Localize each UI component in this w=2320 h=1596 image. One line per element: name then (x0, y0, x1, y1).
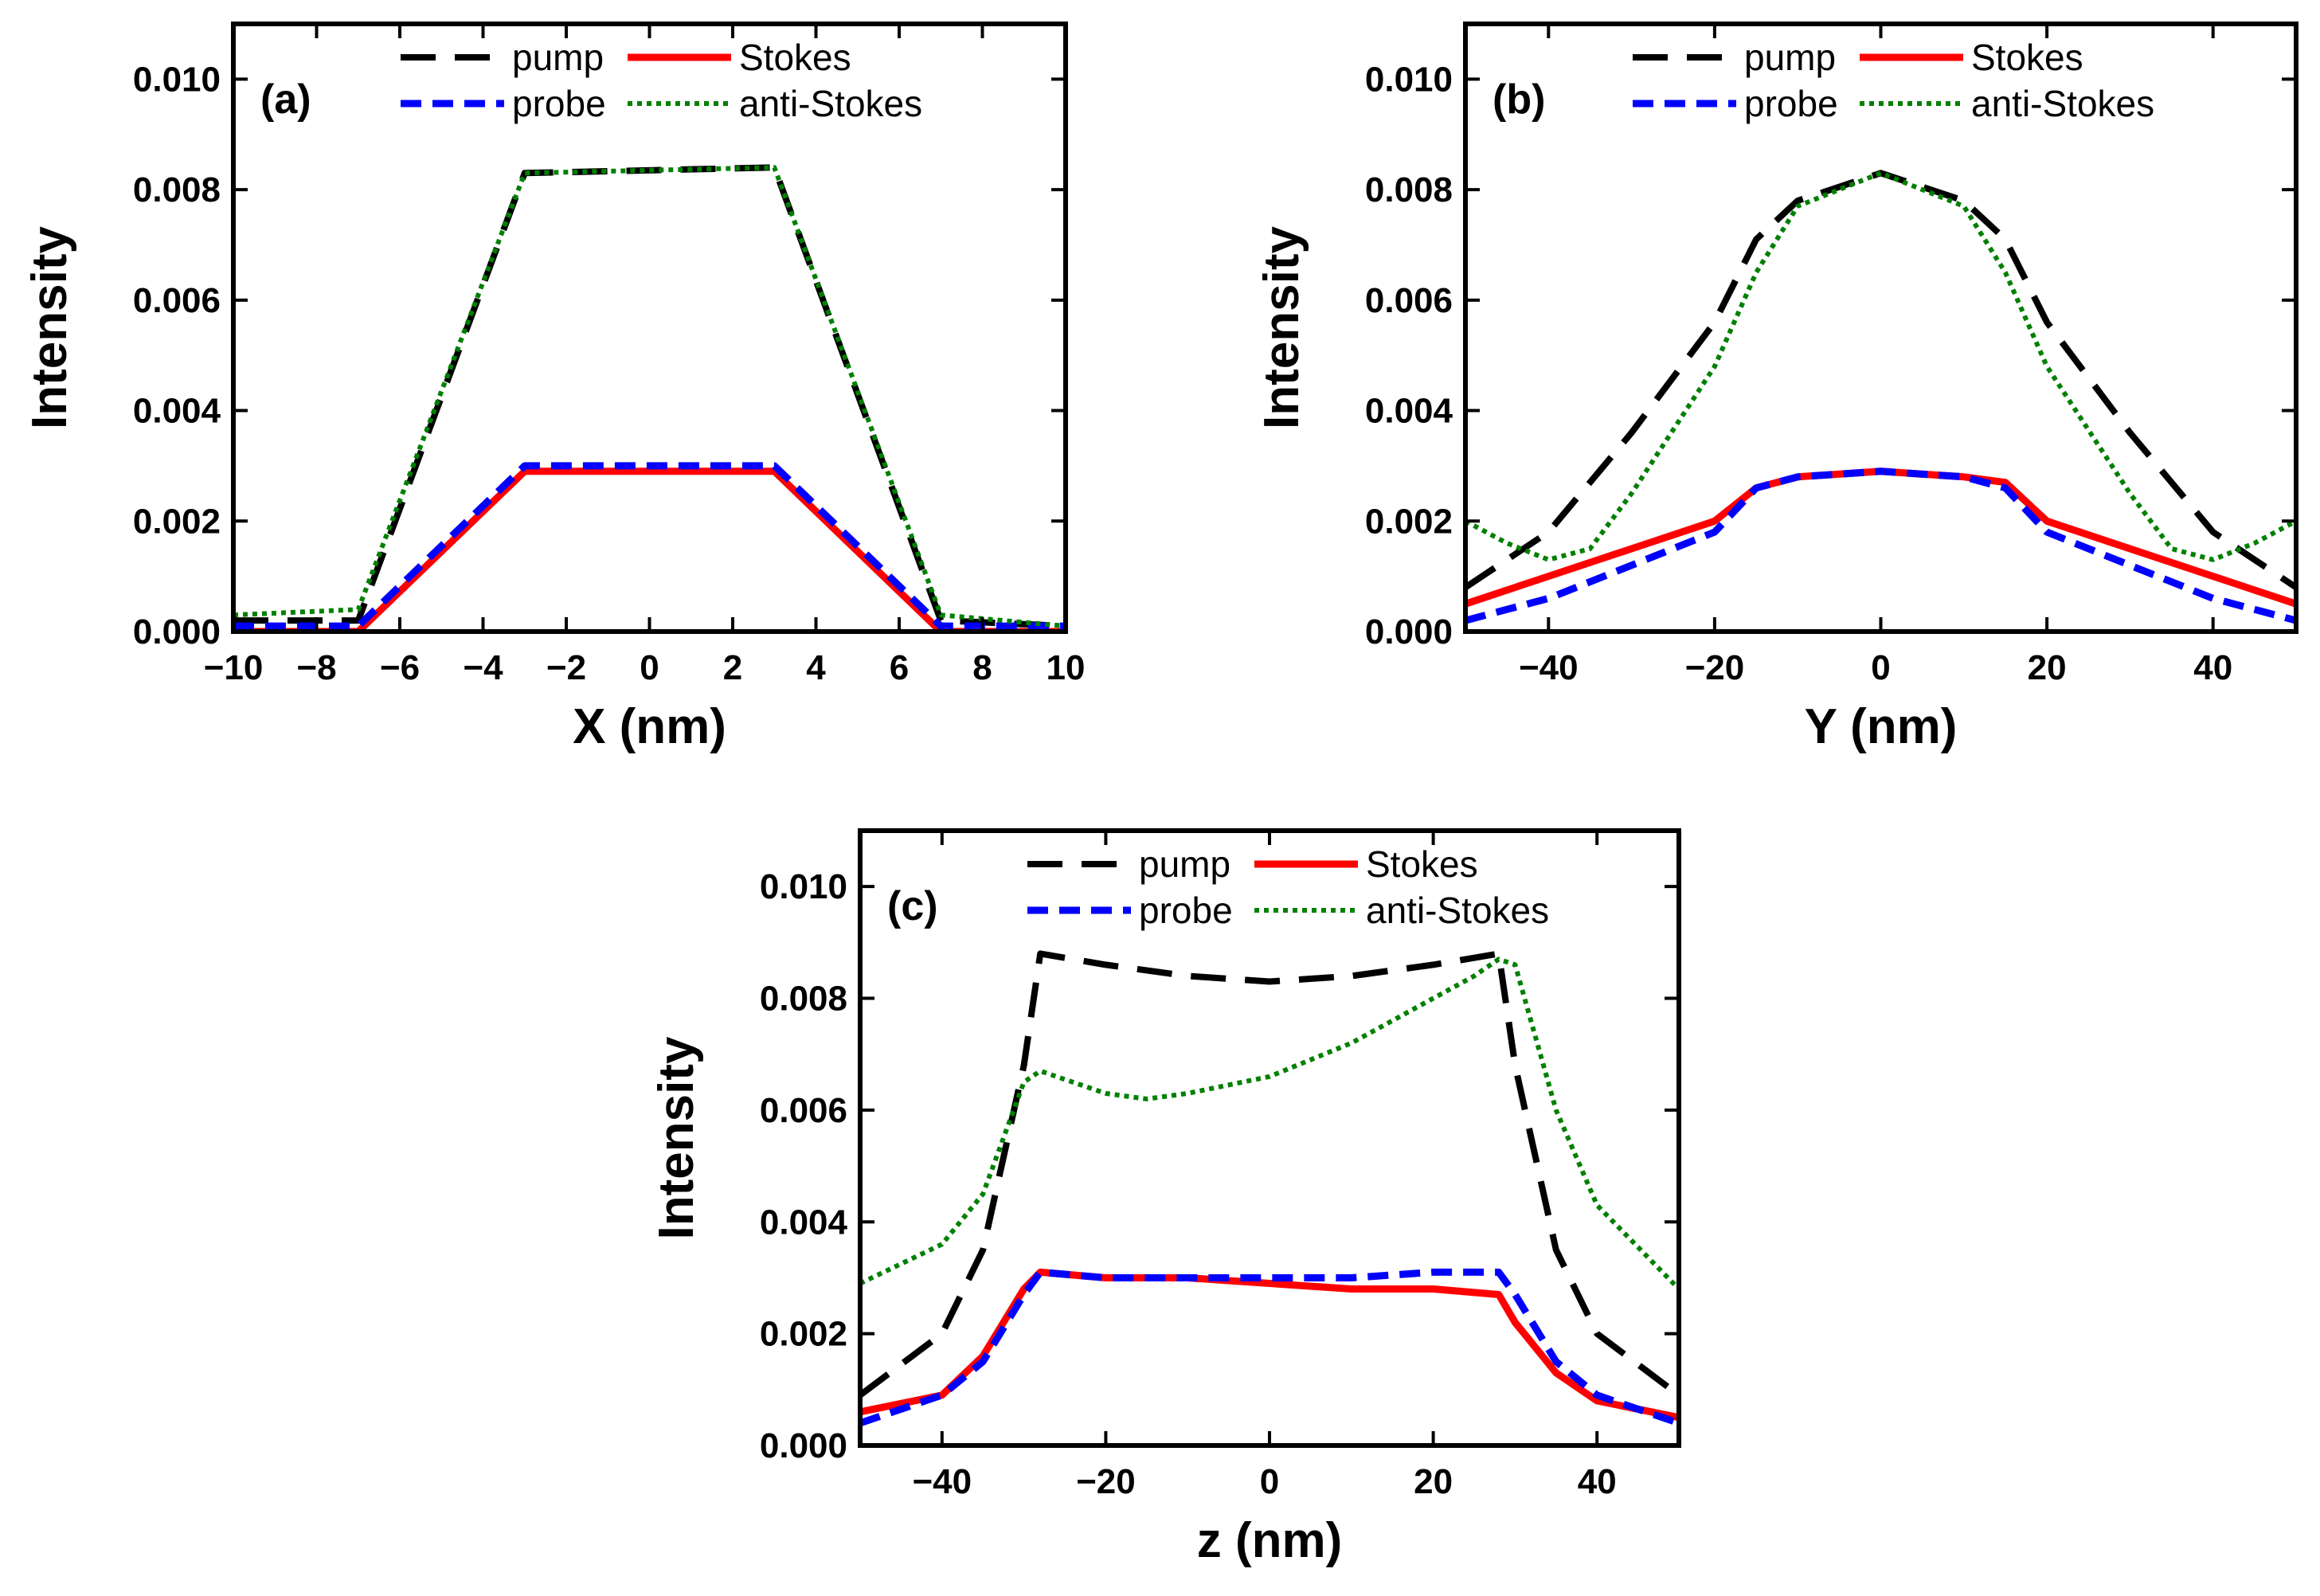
y-axis-label: Intensity (22, 226, 77, 429)
legend-label-probe: probe (512, 83, 606, 124)
panel-label: (c) (887, 883, 938, 929)
x-tick-label: −20 (1685, 648, 1745, 687)
x-tick-label: −2 (546, 648, 586, 687)
y-tick-label: 0.008 (760, 980, 847, 1019)
panel-label: (a) (260, 76, 311, 123)
y-axis-label: Intensity (649, 1036, 704, 1239)
y-tick-label: 0.000 (1365, 612, 1453, 651)
x-tick-label: −20 (1076, 1462, 1136, 1501)
x-tick-label: 6 (890, 648, 909, 687)
y-tick-label: 0.004 (133, 392, 221, 431)
series-line-pump (860, 950, 1679, 1398)
series-line-anti-stokes (860, 956, 1679, 1291)
series-line-pump (233, 164, 1066, 630)
series-group (860, 950, 1679, 1427)
legend-label-pump: pump (512, 37, 604, 78)
series-line-anti-stokes (1465, 170, 2296, 562)
plot-frame (1463, 22, 2298, 634)
y-tick-label: 0.006 (1365, 281, 1453, 320)
y-tick-label: 0.008 (133, 170, 221, 209)
legend: pump Stokes probe anti-Stokes (1027, 843, 1549, 931)
series-line-probe (860, 1268, 1679, 1427)
y-tick-label: 0.004 (760, 1203, 848, 1242)
series-line-stokes (860, 1268, 1679, 1422)
x-tick-label: −40 (912, 1462, 972, 1501)
x-tick-label: 40 (2193, 648, 2232, 687)
series-group (1465, 170, 2296, 624)
series-line-pump (1465, 170, 2296, 590)
y-tick-label: 0.008 (1365, 170, 1453, 209)
y-tick-label: 0.010 (133, 60, 221, 99)
x-axis-label: z (nm) (1197, 1513, 1343, 1568)
x-tick-label: 4 (806, 648, 826, 687)
y-tick-label: 0.000 (133, 612, 221, 651)
plot-frame (231, 22, 1068, 634)
legend-label-probe: probe (1744, 83, 1838, 124)
x-tick-label: 0 (1260, 1462, 1279, 1501)
panel-a: −10 −8 −6 −4 −2 0 2 4 6 8 10 0.000 0.002 0.004 0.006 0.… (22, 22, 1086, 754)
x-axis-label: X (nm) (573, 699, 726, 754)
x-tick-label: 8 (972, 648, 992, 687)
panel-b: −40 −20 0 20 40 0.000 0.002 0.004 0.006 0.008 0.01… (1254, 22, 2298, 754)
x-axis-label: Y (nm) (1805, 699, 1958, 754)
panel-c: −40 −20 0 20 40 0.000 0.002 0.004 0.006 0.008 0.01… (649, 828, 1681, 1568)
x-tick-label: 2 (723, 648, 742, 687)
x-tick-label: 10 (1047, 648, 1086, 687)
series-group (233, 164, 1066, 632)
legend-label-stokes: Stokes (739, 37, 851, 78)
x-tick-label: 20 (2028, 648, 2067, 687)
legend-label-pump: pump (1744, 37, 1836, 78)
y-tick-label: 0.010 (760, 867, 847, 906)
legend-label-stokes: Stokes (1971, 37, 2083, 78)
y-tick-label: 0.004 (1365, 392, 1453, 431)
legend-label-anti-stokes: anti-Stokes (739, 83, 922, 124)
series-line-probe (233, 462, 1066, 630)
legend-label-stokes: Stokes (1366, 843, 1478, 885)
legend-label-probe: probe (1139, 890, 1233, 931)
series-line-stokes (233, 467, 1066, 632)
x-tick-label: 20 (1414, 1462, 1453, 1501)
y-tick-label: 0.010 (1365, 60, 1453, 99)
y-tick-label: 0.002 (1365, 502, 1453, 541)
x-tick-label: −6 (380, 648, 420, 687)
legend: pump Stokes probe anti-Stokes (1633, 37, 2154, 124)
series-line-probe (1465, 467, 2296, 624)
legend-label-pump: pump (1139, 843, 1230, 885)
x-tick-label: 0 (640, 648, 659, 687)
y-tick-label: 0.006 (133, 281, 221, 320)
x-tick-label: −40 (1519, 648, 1579, 687)
legend-label-anti-stokes: anti-Stokes (1971, 83, 2154, 124)
x-tick-label: 0 (1871, 648, 1890, 687)
series-line-anti-stokes (233, 165, 1066, 629)
x-tick-label: −10 (204, 648, 264, 687)
y-tick-label: 0.002 (760, 1315, 847, 1354)
y-tick-label: 0.006 (760, 1091, 847, 1130)
y-axis-label: Intensity (1254, 226, 1309, 429)
legend: pump Stokes probe anti-Stokes (401, 37, 922, 124)
legend-label-anti-stokes: anti-Stokes (1366, 890, 1549, 931)
x-tick-label: −8 (296, 648, 336, 687)
x-tick-label: 40 (1578, 1462, 1617, 1501)
y-tick-label: 0.000 (760, 1426, 847, 1465)
y-tick-label: 0.002 (133, 502, 221, 541)
panel-label: (b) (1493, 76, 1545, 123)
x-tick-label: −4 (463, 648, 503, 687)
